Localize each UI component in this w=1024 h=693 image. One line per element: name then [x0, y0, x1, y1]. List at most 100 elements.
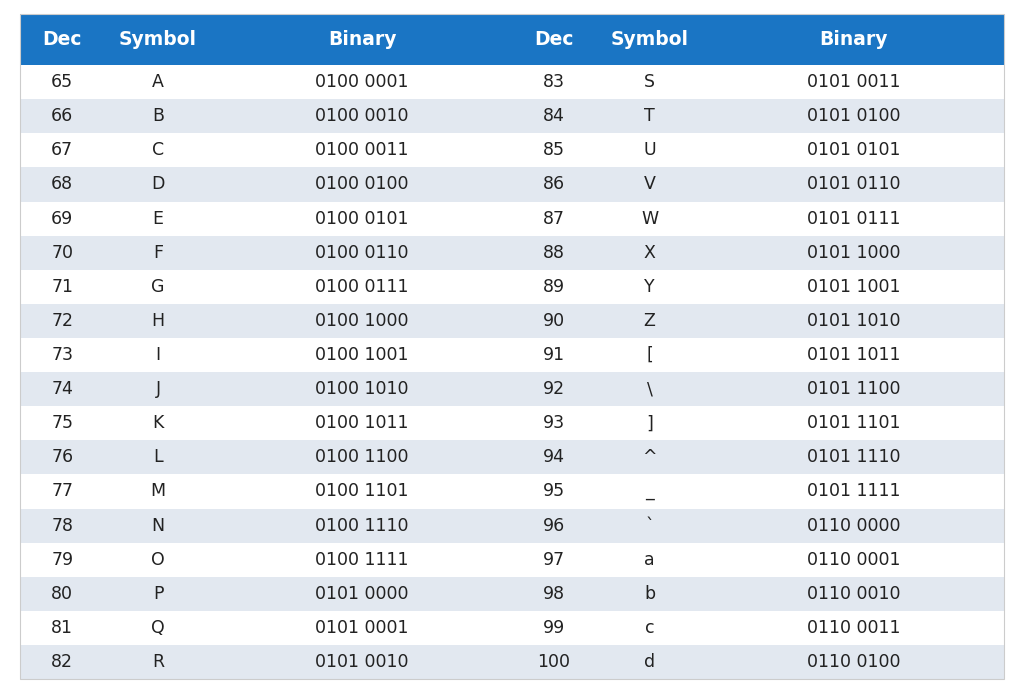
- FancyBboxPatch shape: [20, 440, 1004, 475]
- Text: 0110 0000: 0110 0000: [807, 516, 900, 534]
- Text: 0101 1000: 0101 1000: [807, 244, 900, 262]
- Text: 0101 0001: 0101 0001: [315, 619, 409, 637]
- Text: 99: 99: [543, 619, 565, 637]
- Text: 0101 0100: 0101 0100: [807, 107, 900, 125]
- FancyBboxPatch shape: [20, 304, 1004, 338]
- Text: d: d: [644, 653, 655, 671]
- FancyBboxPatch shape: [20, 202, 1004, 236]
- Text: 0100 1111: 0100 1111: [315, 551, 409, 569]
- Text: Y: Y: [644, 278, 655, 296]
- Text: 80: 80: [51, 585, 74, 603]
- Text: W: W: [641, 209, 658, 227]
- Text: N: N: [152, 516, 165, 534]
- Text: 0110 0011: 0110 0011: [807, 619, 900, 637]
- Text: K: K: [153, 414, 164, 432]
- Text: 0100 1011: 0100 1011: [315, 414, 409, 432]
- Text: 85: 85: [543, 141, 565, 159]
- Text: ^: ^: [642, 448, 656, 466]
- Text: 0100 0010: 0100 0010: [315, 107, 409, 125]
- Text: 0110 0001: 0110 0001: [807, 551, 900, 569]
- Text: 66: 66: [51, 107, 74, 125]
- Text: 97: 97: [543, 551, 565, 569]
- Text: M: M: [151, 482, 166, 500]
- FancyBboxPatch shape: [20, 645, 1004, 679]
- FancyBboxPatch shape: [20, 99, 1004, 133]
- Text: 0101 1111: 0101 1111: [807, 482, 900, 500]
- Text: 0101 1100: 0101 1100: [807, 380, 900, 398]
- Text: 0100 1010: 0100 1010: [315, 380, 409, 398]
- Text: b: b: [644, 585, 655, 603]
- Text: 71: 71: [51, 278, 74, 296]
- Text: Symbol: Symbol: [610, 30, 688, 49]
- Text: I: I: [156, 346, 161, 364]
- Text: Binary: Binary: [328, 30, 396, 49]
- Text: S: S: [644, 73, 655, 91]
- Text: 0101 0010: 0101 0010: [315, 653, 409, 671]
- Text: F: F: [154, 244, 163, 262]
- Text: 70: 70: [51, 244, 74, 262]
- FancyBboxPatch shape: [20, 14, 1004, 65]
- Text: 0100 1001: 0100 1001: [315, 346, 409, 364]
- Text: 72: 72: [51, 312, 74, 330]
- Text: 0101 1001: 0101 1001: [807, 278, 900, 296]
- Text: H: H: [152, 312, 165, 330]
- Text: 0101 0110: 0101 0110: [807, 175, 900, 193]
- FancyBboxPatch shape: [20, 133, 1004, 168]
- FancyBboxPatch shape: [20, 372, 1004, 406]
- FancyBboxPatch shape: [20, 509, 1004, 543]
- Text: 87: 87: [543, 209, 565, 227]
- FancyBboxPatch shape: [20, 236, 1004, 270]
- Text: E: E: [153, 209, 164, 227]
- Text: L: L: [154, 448, 163, 466]
- Text: Q: Q: [152, 619, 165, 637]
- Text: 0100 0100: 0100 0100: [315, 175, 409, 193]
- Text: 0101 1010: 0101 1010: [807, 312, 900, 330]
- Text: 88: 88: [543, 244, 565, 262]
- Text: 0100 0001: 0100 0001: [315, 73, 409, 91]
- Text: P: P: [153, 585, 164, 603]
- FancyBboxPatch shape: [20, 168, 1004, 202]
- Text: Z: Z: [644, 312, 655, 330]
- Text: 89: 89: [543, 278, 565, 296]
- FancyBboxPatch shape: [20, 475, 1004, 509]
- Text: D: D: [152, 175, 165, 193]
- Text: 0100 1100: 0100 1100: [315, 448, 409, 466]
- Text: 0101 0011: 0101 0011: [807, 73, 900, 91]
- Text: `: `: [645, 516, 654, 534]
- Text: 81: 81: [51, 619, 74, 637]
- Text: 65: 65: [51, 73, 74, 91]
- Text: 77: 77: [51, 482, 74, 500]
- Text: Dec: Dec: [535, 30, 573, 49]
- Text: 0100 1000: 0100 1000: [315, 312, 409, 330]
- Text: B: B: [153, 107, 164, 125]
- Text: R: R: [152, 653, 164, 671]
- Text: \: \: [647, 380, 652, 398]
- Text: T: T: [644, 107, 655, 125]
- Text: 90: 90: [543, 312, 565, 330]
- FancyBboxPatch shape: [20, 406, 1004, 440]
- Text: 67: 67: [51, 141, 74, 159]
- Text: 98: 98: [543, 585, 565, 603]
- Text: 73: 73: [51, 346, 74, 364]
- Text: 0101 1101: 0101 1101: [807, 414, 900, 432]
- Text: 86: 86: [543, 175, 565, 193]
- Text: 0101 0111: 0101 0111: [807, 209, 900, 227]
- Text: U: U: [643, 141, 656, 159]
- Text: O: O: [152, 551, 165, 569]
- Text: 0100 0011: 0100 0011: [315, 141, 409, 159]
- Text: 75: 75: [51, 414, 74, 432]
- Text: 93: 93: [543, 414, 565, 432]
- Text: c: c: [645, 619, 654, 637]
- Text: 92: 92: [543, 380, 565, 398]
- Text: 84: 84: [543, 107, 564, 125]
- FancyBboxPatch shape: [20, 65, 1004, 99]
- Text: Dec: Dec: [43, 30, 82, 49]
- FancyBboxPatch shape: [20, 577, 1004, 611]
- Text: 76: 76: [51, 448, 74, 466]
- Text: 100: 100: [538, 653, 570, 671]
- Text: 69: 69: [51, 209, 74, 227]
- Text: [: [: [646, 346, 653, 364]
- Text: 94: 94: [543, 448, 565, 466]
- Text: 96: 96: [543, 516, 565, 534]
- Text: Symbol: Symbol: [119, 30, 197, 49]
